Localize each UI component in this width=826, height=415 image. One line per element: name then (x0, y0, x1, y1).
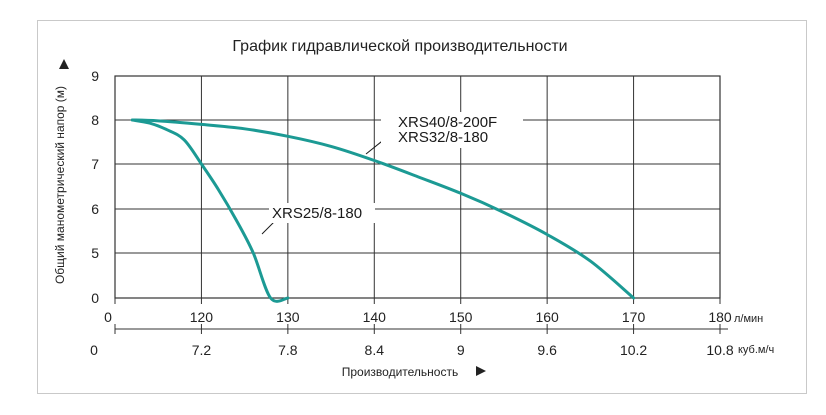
series-label-xrs25: XRS25/8-180 (261, 203, 375, 235)
y-tick-label: 5 (91, 245, 99, 261)
x-tick-labels-lmin: 0 120 130 140 150 160 170 180 (104, 309, 732, 325)
x-tick-label-lmin: 180 (708, 309, 732, 325)
y-tick-label: 9 (91, 68, 99, 84)
x-tick-label-lmin: 150 (449, 309, 473, 325)
x-unit-lmin: л/мин (734, 313, 763, 325)
x-axis-label: Производительность (342, 365, 458, 379)
chart-title: График гидравлической производительности (232, 38, 567, 55)
x-tick-label-lmin: 130 (276, 309, 300, 325)
x-tick-label-m3h: 7.8 (278, 342, 298, 358)
x-tick-label-m3h: 9.6 (537, 342, 557, 358)
y-axis-arrow-icon (59, 59, 69, 69)
y-tick-labels: 0 5 6 7 8 9 (91, 68, 99, 306)
y-tick-label: 0 (91, 290, 99, 306)
x-tick-label-m3h: 8.4 (365, 342, 385, 358)
x-axis-arrow-icon (476, 366, 486, 376)
x-tick-label-m3h: 9 (457, 342, 465, 358)
x-tick-label-lmin: 140 (363, 309, 387, 325)
series-label-xrs32-text: XRS32/8-180 (398, 129, 488, 146)
plot-border (114, 75, 721, 299)
series-label-xrs25-text: XRS25/8-180 (272, 205, 362, 222)
chart-grid (114, 75, 728, 334)
series-line-0 (130, 118, 290, 303)
x-unit-m3h: куб.м/ч (738, 344, 774, 356)
x-tick-label-m3h: 10.8 (706, 342, 733, 358)
chart-frame (37, 20, 807, 394)
y-tick-label: 8 (91, 112, 99, 128)
x-tick-label-lmin: 120 (190, 309, 214, 325)
x-tick-label-m3h: 10.2 (620, 342, 647, 358)
x-tick-label-lmin: 0 (104, 309, 112, 325)
x-tick-labels-m3h: 0 7.2 7.8 8.4 9 9.6 10.2 10.8 (90, 342, 734, 358)
series-label-xrs40-xrs32: XRS40/8-200F XRS32/8-180 (365, 112, 523, 155)
y-tick-label: 6 (91, 201, 99, 217)
x-tick-label-m3h: 7.2 (192, 342, 212, 358)
series-label-xrs40-text: XRS40/8-200F (398, 114, 497, 131)
x-tick-label-lmin: 160 (535, 309, 559, 325)
y-tick-label: 7 (91, 156, 99, 172)
x-tick-label-lmin: 170 (622, 309, 646, 325)
y-axis-label: Общий манометрический напор (м) (53, 86, 67, 284)
series-lines (130, 118, 636, 303)
x-tick-label-m3h: 0 (90, 342, 98, 358)
series-line-1 (130, 118, 636, 300)
